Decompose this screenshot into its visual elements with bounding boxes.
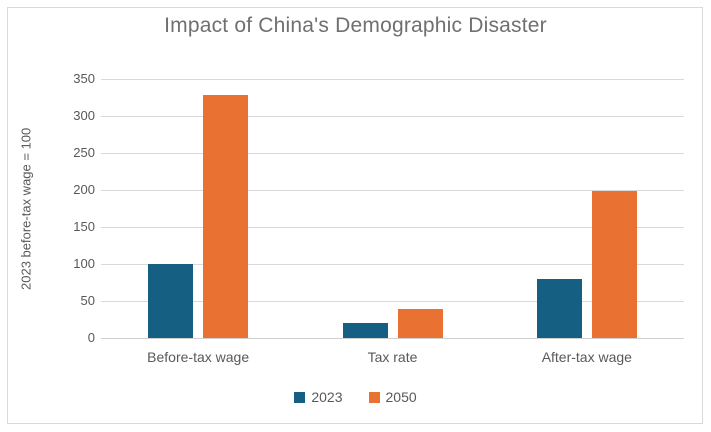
- gridline: [101, 301, 684, 302]
- category-label: Tax rate: [367, 349, 418, 365]
- gridline: [101, 116, 684, 117]
- bar-2023-before-tax-wage: [148, 264, 194, 338]
- bar-2023-after-tax-wage: [536, 278, 582, 338]
- bar-2050-after-tax-wage: [591, 190, 637, 338]
- y-tick-label: 200: [73, 182, 95, 197]
- chart-border: [7, 7, 703, 424]
- legend-swatch-icon: [294, 391, 306, 403]
- y-tick-label: 100: [73, 256, 95, 271]
- y-tick-label: 300: [73, 108, 95, 123]
- legend: 2023 2050: [0, 389, 711, 405]
- category-label: Before-tax wage: [147, 349, 250, 365]
- y-tick-label: 150: [73, 219, 95, 234]
- gridline: [101, 264, 684, 265]
- gridline: [101, 79, 684, 80]
- legend-label: 2050: [385, 389, 417, 405]
- category-label: After-tax wage: [541, 349, 632, 365]
- legend-item-2050: 2050: [368, 389, 417, 405]
- bar-2050-tax-rate: [397, 309, 443, 338]
- legend-label: 2023: [311, 389, 343, 405]
- bar-2023-tax-rate: [342, 323, 388, 338]
- gridline: [101, 227, 684, 228]
- legend-item-2023: 2023: [294, 389, 343, 405]
- legend-swatch-icon: [368, 391, 380, 403]
- y-axis-title: 2023 before-tax wage = 100: [18, 127, 34, 290]
- chart-title: Impact of China's Demographic Disaster: [164, 14, 547, 37]
- y-tick-label: 350: [73, 71, 95, 86]
- gridline: [101, 338, 684, 339]
- bar-2050-before-tax-wage: [203, 95, 249, 338]
- y-tick-label: 250: [73, 145, 95, 160]
- gridline: [101, 190, 684, 191]
- y-tick-label: 0: [87, 330, 95, 345]
- gridline: [101, 153, 684, 154]
- y-tick-label: 50: [80, 293, 95, 308]
- plot-area: [101, 79, 684, 339]
